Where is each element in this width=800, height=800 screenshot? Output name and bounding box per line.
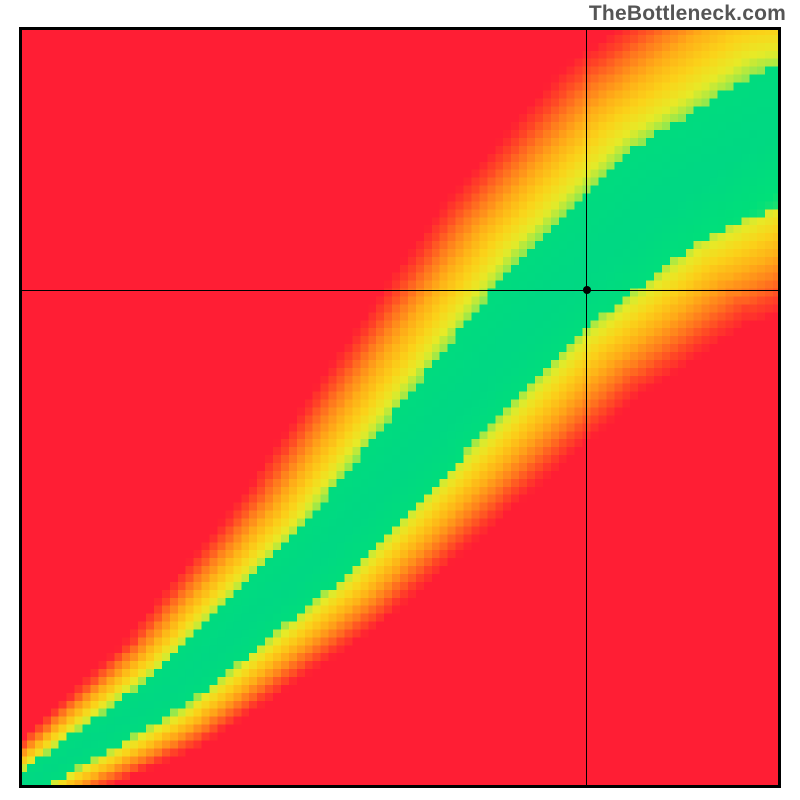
crosshair-vertical [586, 27, 588, 788]
crosshair-horizontal [19, 290, 781, 292]
crosshair-marker [583, 286, 591, 294]
watermark-text: TheBottleneck.com [589, 2, 786, 26]
plot-border [19, 27, 781, 788]
